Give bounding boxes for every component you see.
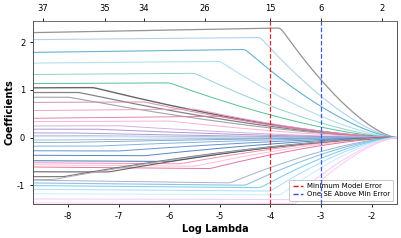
X-axis label: Log Lambda: Log Lambda [182, 224, 248, 234]
Y-axis label: Coefficients: Coefficients [4, 80, 14, 145]
Legend: Minimum Model Error, One SE Above Min Error: Minimum Model Error, One SE Above Min Er… [290, 180, 393, 201]
